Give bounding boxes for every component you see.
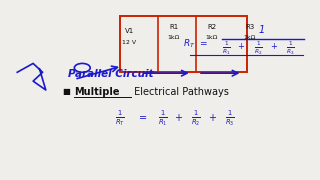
Text: $\frac{1}{R_3}$: $\frac{1}{R_3}$ xyxy=(225,109,236,128)
Text: +: + xyxy=(270,42,277,51)
Text: 1kΩ: 1kΩ xyxy=(205,35,218,40)
Text: +: + xyxy=(208,113,216,123)
Text: R2: R2 xyxy=(207,24,216,30)
Text: $\frac{1}{R_3}$: $\frac{1}{R_3}$ xyxy=(286,40,295,57)
Text: $\frac{1}{R_T}$: $\frac{1}{R_T}$ xyxy=(116,109,125,128)
Text: $\frac{1}{R_1}$: $\frac{1}{R_1}$ xyxy=(157,109,168,128)
Text: +: + xyxy=(174,113,182,123)
Text: 1kΩ: 1kΩ xyxy=(244,35,256,40)
Text: ■: ■ xyxy=(62,87,70,96)
Text: $R_T$  =: $R_T$ = xyxy=(183,38,207,50)
Text: 1: 1 xyxy=(258,25,265,35)
Text: Electrical Pathways: Electrical Pathways xyxy=(131,87,229,97)
Text: =: = xyxy=(140,113,148,123)
Text: R1: R1 xyxy=(169,24,178,30)
Text: 1kΩ: 1kΩ xyxy=(167,35,180,40)
Text: Multiple: Multiple xyxy=(74,87,119,97)
Text: 12 V: 12 V xyxy=(122,40,136,45)
Text: $\frac{1}{R_1}$: $\frac{1}{R_1}$ xyxy=(222,40,231,57)
Text: $\frac{1}{R_2}$: $\frac{1}{R_2}$ xyxy=(254,40,263,57)
Text: +: + xyxy=(237,42,244,51)
Text: R3: R3 xyxy=(245,24,254,30)
Text: V1: V1 xyxy=(124,28,134,34)
Bar xyxy=(120,15,247,72)
Text: Parallel Circuit: Parallel Circuit xyxy=(68,69,154,79)
Text: $\frac{1}{R_2}$: $\frac{1}{R_2}$ xyxy=(191,109,202,128)
